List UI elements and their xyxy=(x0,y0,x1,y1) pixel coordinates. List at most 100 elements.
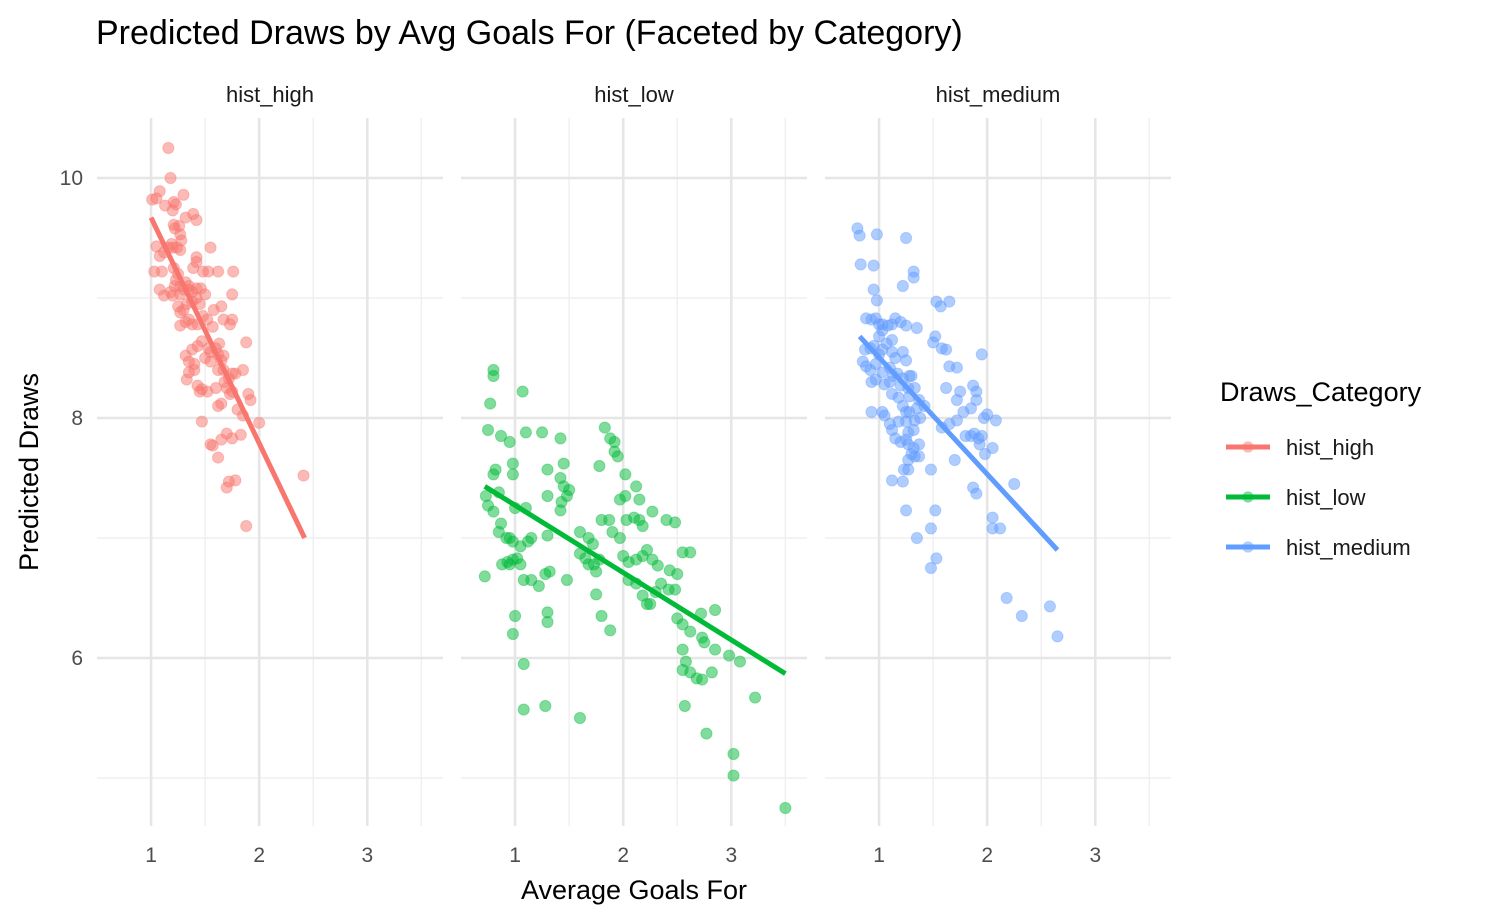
data-point xyxy=(487,369,500,383)
data-point xyxy=(492,525,505,539)
data-point xyxy=(912,438,926,451)
data-point xyxy=(240,519,253,533)
x-tick-label: 1 xyxy=(873,844,885,867)
data-point xyxy=(613,531,627,545)
data-point xyxy=(733,655,747,668)
data-point xyxy=(940,381,953,395)
points-hist_low xyxy=(478,363,792,815)
data-point xyxy=(940,343,953,356)
data-point xyxy=(630,480,643,493)
data-point xyxy=(541,489,554,503)
data-point xyxy=(535,426,549,439)
data-point xyxy=(896,475,909,488)
data-point xyxy=(177,188,190,201)
data-point xyxy=(880,337,893,350)
data-point xyxy=(560,573,574,587)
data-point xyxy=(593,459,606,473)
data-point xyxy=(700,727,713,740)
data-point xyxy=(981,408,994,421)
data-point xyxy=(950,414,964,427)
y-tick-label: 8 xyxy=(71,407,83,430)
data-point xyxy=(573,525,587,539)
data-point xyxy=(506,627,520,641)
data-point xyxy=(541,463,554,476)
data-point xyxy=(204,241,217,254)
legend-item-hist_high: hist_high xyxy=(1226,435,1374,460)
data-point xyxy=(950,361,964,374)
data-point xyxy=(905,369,918,383)
data-point xyxy=(517,657,530,671)
data-point xyxy=(606,525,619,539)
legend-item-hist_medium: hist_medium xyxy=(1226,535,1411,560)
data-point xyxy=(503,435,516,449)
data-point xyxy=(169,198,183,211)
data-point xyxy=(573,711,587,725)
x-tick-label: 1 xyxy=(145,844,157,867)
data-point xyxy=(487,505,500,518)
legend-item-hist_low: hist_low xyxy=(1226,485,1366,510)
facet-panel-hist_high: hist_high 1 2 3 xyxy=(97,82,443,867)
data-point xyxy=(902,463,915,476)
data-point xyxy=(654,577,668,590)
data-point xyxy=(950,393,964,407)
data-point xyxy=(1000,591,1013,605)
data-point xyxy=(517,703,530,716)
data-point xyxy=(899,354,913,367)
data-point xyxy=(297,469,310,482)
data-point xyxy=(206,320,219,333)
data-point xyxy=(705,666,718,679)
data-point xyxy=(676,643,689,656)
data-point xyxy=(899,319,913,332)
data-point xyxy=(872,330,886,343)
data-point xyxy=(539,699,552,713)
data-point xyxy=(532,579,545,593)
data-point xyxy=(907,423,920,437)
data-point xyxy=(636,519,649,533)
x-tick-label: 2 xyxy=(253,844,265,867)
legend-title: Draws_Category xyxy=(1220,377,1422,407)
trend-line-hist_medium xyxy=(857,334,1060,552)
facet-strip-label: hist_low xyxy=(594,82,674,107)
data-point xyxy=(212,451,225,464)
facet-panel-hist_low: hist_low 1 2 3 xyxy=(461,82,807,867)
data-point xyxy=(970,393,983,407)
data-point xyxy=(910,531,924,545)
data-point xyxy=(220,481,233,494)
legend-key-point xyxy=(1242,441,1254,453)
data-point xyxy=(633,493,646,506)
data-point xyxy=(973,438,986,451)
data-point xyxy=(516,385,529,398)
data-point xyxy=(986,511,999,524)
data-point xyxy=(708,643,722,656)
data-point xyxy=(927,336,940,349)
data-point xyxy=(244,393,257,407)
data-point xyxy=(889,351,902,365)
data-point xyxy=(1015,609,1028,623)
data-point xyxy=(986,441,999,455)
data-point xyxy=(206,439,219,452)
data-point xyxy=(899,231,913,245)
data-point xyxy=(227,265,240,278)
data-point xyxy=(253,416,266,429)
data-point xyxy=(506,468,520,481)
data-point xyxy=(870,294,884,307)
data-point xyxy=(929,504,942,517)
data-point xyxy=(226,288,239,301)
data-point xyxy=(678,699,691,713)
chart-title: Predicted Draws by Avg Goals For (Facete… xyxy=(96,14,963,52)
data-point xyxy=(878,409,891,422)
data-point xyxy=(924,463,938,476)
data-point xyxy=(506,457,520,470)
legend-label: hist_low xyxy=(1286,485,1366,510)
data-point xyxy=(671,567,684,581)
data-point xyxy=(865,405,878,419)
x-tick-label: 3 xyxy=(1089,844,1101,867)
data-point xyxy=(924,522,938,535)
data-point xyxy=(727,747,740,761)
data-point xyxy=(226,313,239,326)
data-point xyxy=(970,487,983,500)
data-point xyxy=(994,522,1007,535)
data-point xyxy=(870,228,884,241)
data-point xyxy=(590,588,603,601)
